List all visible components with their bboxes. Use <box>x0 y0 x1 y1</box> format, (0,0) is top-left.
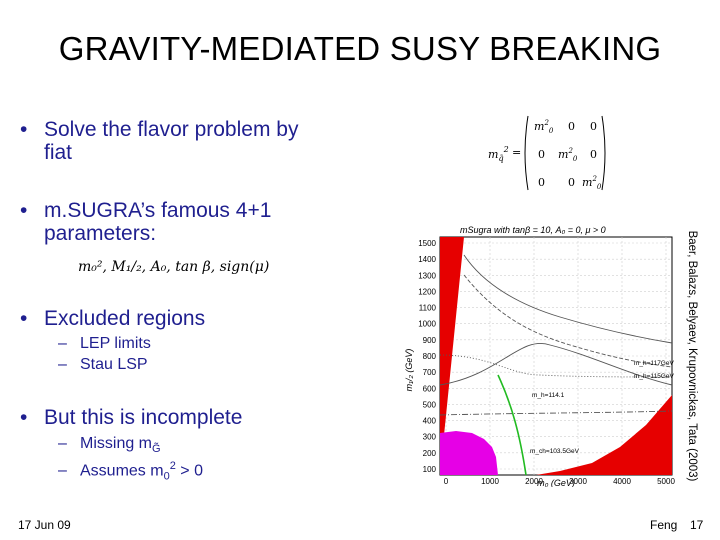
bullet-marker: • <box>20 307 28 330</box>
contour-label: m_h=114.1 <box>532 392 565 399</box>
contour-line-2 <box>463 274 673 368</box>
msugra-parameter-plot: mSugra with tanβ = 10, A₀ = 0, μ > 0 m_h… <box>404 225 676 487</box>
stau-lsp-excluded-region <box>440 237 464 475</box>
matrix-right-bracket <box>601 115 606 191</box>
sub-bullet-lep-limits: – LEP limits <box>58 334 151 354</box>
matrix-entry-31: 0 <box>538 176 545 189</box>
sub-bullet-text: Assumes m <box>80 462 164 480</box>
sub-bullet-text: LEP limits <box>80 335 151 352</box>
sub-bullet-missing-gravitino: – Missing mG̃ <box>58 434 161 459</box>
y-tick-label: 1000 <box>418 320 436 329</box>
dash-marker: – <box>58 435 67 452</box>
contour-label: m_h=115GeV <box>634 373 674 380</box>
gravitino-subscript: G̃ <box>152 443 161 456</box>
sub-bullet-text: Stau LSP <box>80 356 148 373</box>
m0-subscript: 0 <box>163 470 170 483</box>
figure-credit-text: Baer, Balazs, Belyaev, Krupovnickas, Tat… <box>686 230 698 482</box>
m0-superscript: 2 <box>169 460 176 472</box>
squark-mass-matrix: mq̃2 = m20 0 0 0 m20 0 0 0 m20 <box>488 115 606 191</box>
no-ewsb-excluded-region <box>536 395 672 475</box>
bullet-text: But this is incomplete <box>44 406 243 429</box>
matrix-entry-22: m20 <box>558 147 578 163</box>
bullet-text: Excluded regions <box>44 307 206 330</box>
sub-bullet-assumes-m0: – Assumes m02 > 0 <box>58 456 203 487</box>
matrix-lhs: mq̃2 <box>488 145 509 163</box>
bullet-text-continued: fiat <box>44 141 73 164</box>
contour-line-3 <box>439 354 673 378</box>
y-tick-label: 600 <box>423 384 437 393</box>
matrix-entry-33: m20 <box>582 175 602 191</box>
x-tick-label: 5000 <box>657 477 675 486</box>
matrix-entry-13: 0 <box>590 120 597 133</box>
bullet-flavor-problem: • Solve the flavor problem by fiat <box>20 118 298 164</box>
bullet-marker: • <box>20 199 28 222</box>
plot-title: mSugra with tanβ = 10, A₀ = 0, μ > 0 <box>460 225 606 235</box>
bullet-text-continued: parameters: <box>44 222 157 245</box>
parameter-equation: m₀², M₁/₂, A₀, tan β, sign(μ) <box>78 259 269 275</box>
y-tick-label: 900 <box>423 336 437 345</box>
lep-excluded-region <box>440 431 498 475</box>
matrix-left-bracket <box>524 115 529 191</box>
bullet-msugra-parameters: • m.SUGRA’s famous 4+1 parameters: <box>20 199 271 245</box>
x-axis-ticks: 0 1000 2000 3000 4000 5000 <box>444 477 676 486</box>
bullet-text: m.SUGRA’s famous 4+1 <box>44 199 272 222</box>
slide-title: GRAVITY-MEDIATED SUSY BREAKING <box>58 30 662 67</box>
plot-gridlines <box>440 237 672 475</box>
matrix-entry-32: 0 <box>568 176 575 189</box>
contour-label: m_ch=103.5GeV <box>530 448 580 455</box>
matrix-entry-12: 0 <box>568 120 575 133</box>
bullet-marker: • <box>20 118 28 141</box>
y-tick-label: 300 <box>423 433 437 442</box>
x-tick-label: 2000 <box>525 477 543 486</box>
x-tick-label: 4000 <box>613 477 631 486</box>
y-tick-label: 800 <box>423 352 437 361</box>
x-tick-label: 0 <box>444 477 449 486</box>
green-contour-line <box>497 374 527 476</box>
y-tick-label: 1100 <box>419 304 437 313</box>
dash-marker: – <box>58 335 67 352</box>
footer-author: Feng <box>650 518 678 532</box>
bullet-incomplete: • But this is incomplete <box>20 406 242 429</box>
matrix-entry-11: m20 <box>534 119 554 135</box>
y-axis-label: m₁/₂ (GeV) <box>404 349 414 392</box>
contour-line-4 <box>439 343 673 386</box>
y-axis-ticks: 1500 1400 1300 1200 1100 1000 900 800 700 600 500 4… <box>418 239 436 474</box>
y-tick-label: 1400 <box>418 255 436 264</box>
footer-page-number: 17 <box>690 518 704 532</box>
sub-bullet-text: Missing m <box>80 435 153 452</box>
contour-label: m_h=117GeV <box>634 360 674 367</box>
y-tick-label: 1300 <box>418 271 436 280</box>
matrix-equals: = <box>512 146 521 159</box>
dash-marker: – <box>58 356 67 373</box>
x-tick-label: 1000 <box>481 477 499 486</box>
bullet-marker: • <box>20 406 28 429</box>
bullet-text: Solve the flavor problem by <box>44 118 299 141</box>
y-tick-label: 1500 <box>418 239 436 248</box>
y-tick-label: 500 <box>423 400 437 409</box>
sub-bullet-text-end: > 0 <box>175 462 203 480</box>
x-axis-label: m₀ (GeV) <box>537 478 575 487</box>
y-tick-label: 100 <box>423 465 437 474</box>
y-tick-label: 1200 <box>418 287 436 296</box>
y-tick-label: 400 <box>423 417 437 426</box>
dash-marker: – <box>58 462 67 480</box>
bullet-excluded-regions: • Excluded regions <box>20 307 205 330</box>
y-tick-label: 700 <box>423 368 437 377</box>
matrix-entry-23: 0 <box>590 148 597 161</box>
contour-line-1 <box>463 254 673 344</box>
footer-date: 17 Jun 09 <box>18 518 71 532</box>
parameter-equation-text: m₀², M₁/₂, A₀, tan β, sign(μ) <box>78 259 269 275</box>
x-tick-label: 3000 <box>569 477 587 486</box>
matrix-entry-21: 0 <box>538 148 545 161</box>
y-tick-label: 200 <box>423 449 437 458</box>
sub-bullet-stau-lsp: – Stau LSP <box>58 355 148 375</box>
